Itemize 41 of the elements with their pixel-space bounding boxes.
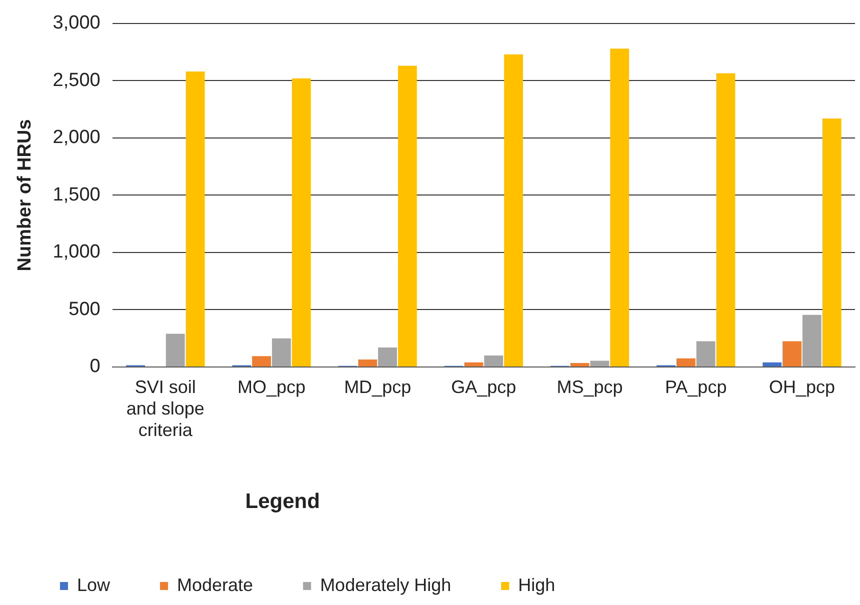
x-tick-label: PA_pcp	[665, 376, 727, 397]
bar	[378, 348, 397, 366]
y-tick-label: 500	[68, 298, 100, 320]
legend-title: Legend	[245, 490, 320, 514]
legend-label: High	[518, 574, 556, 595]
bar	[610, 48, 630, 366]
y-tick-label: 0	[90, 356, 100, 378]
y-tick-label: 1,000	[52, 242, 100, 263]
bar	[166, 334, 185, 366]
legend-label: Moderately High	[320, 574, 452, 595]
bar	[782, 341, 802, 366]
x-tick-label: SVI soil and slope criteria	[126, 376, 204, 440]
x-tick-label: MS_pcp	[556, 376, 623, 397]
bar	[504, 54, 523, 366]
y-axis-title: Number of HRUs	[14, 119, 36, 272]
legend-label: Moderate	[177, 574, 254, 595]
x-tick-label: MO_pcp	[237, 376, 306, 397]
bar	[186, 72, 205, 366]
bar	[590, 360, 610, 366]
bar	[464, 362, 484, 366]
y-tick-label: 2,500	[52, 70, 100, 91]
bar	[802, 314, 822, 366]
bar	[272, 338, 291, 366]
y-tick-label: 2,000	[52, 127, 100, 148]
legend-label: Low	[77, 574, 112, 595]
x-tick-label: OH_pcp	[768, 376, 835, 397]
bar	[358, 360, 378, 366]
y-tick-label: 3,000	[52, 12, 100, 34]
bar	[570, 362, 590, 366]
x-tick-label: GA_pcp	[451, 376, 516, 397]
y-tick-label: 1,500	[52, 184, 100, 206]
bar	[676, 358, 696, 366]
bar	[762, 362, 782, 366]
bar	[398, 66, 417, 366]
bar	[484, 356, 504, 366]
bar	[716, 73, 736, 366]
x-tick-label: MD_pcp	[344, 376, 412, 397]
bar	[252, 356, 271, 366]
bar	[822, 118, 842, 366]
bar	[696, 341, 716, 366]
bar	[292, 78, 311, 366]
